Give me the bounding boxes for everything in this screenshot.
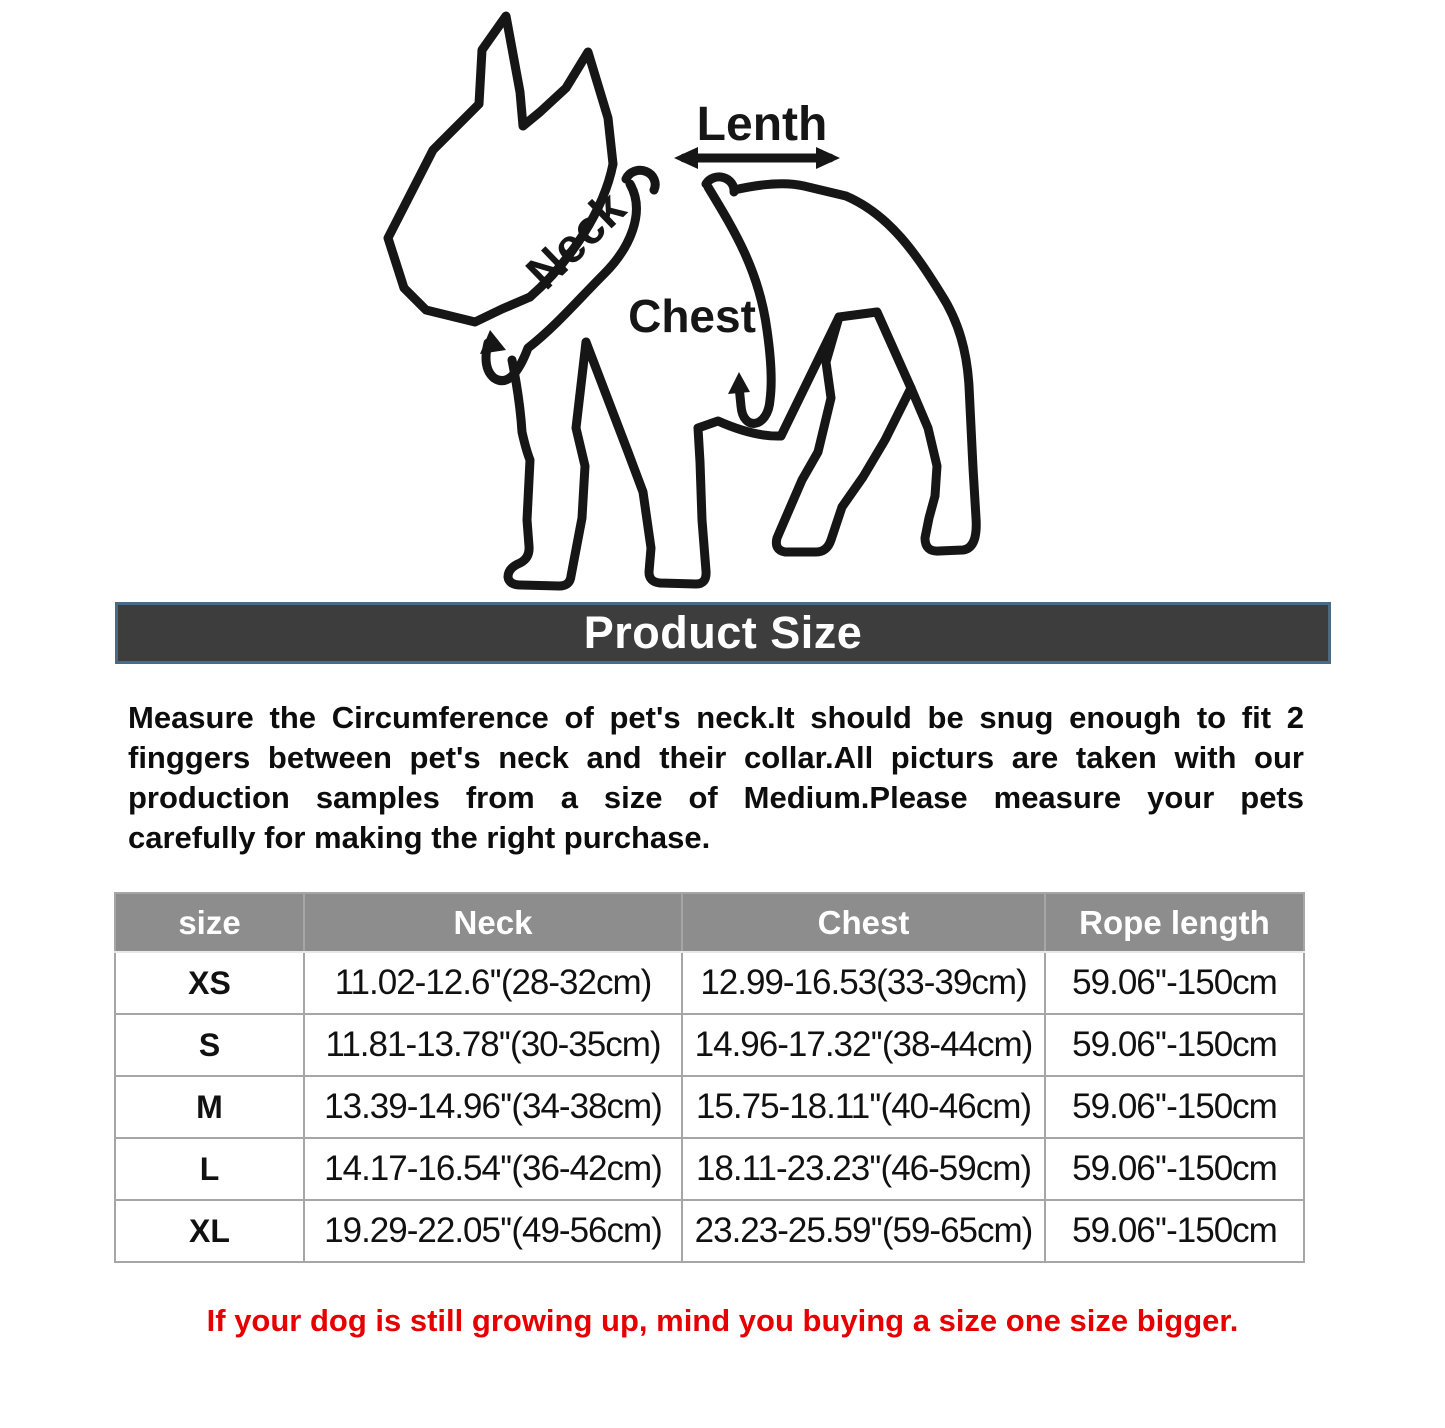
dog-outline-drawing: Lenth Neck Chest	[383, 11, 981, 591]
sizing-warning-note: If your dog is still growing up, mind yo…	[0, 1303, 1445, 1339]
instructions-line: Measure the Circumference of pet's neck.…	[128, 700, 1304, 735]
collar-lower-edge	[481, 179, 641, 386]
table-row: XS 11.02-12.6''(28-32cm) 12.99-16.53(33-…	[114, 951, 1305, 1015]
measuring-instructions: Measure the Circumference of pet's neck.…	[128, 698, 1304, 858]
neck-value: 13.39-14.96''(34-38cm)	[303, 1075, 683, 1139]
rope-length-value: 59.06''-150cm	[1044, 1013, 1305, 1077]
instructions-line: production samples from a size of Medium…	[128, 780, 1304, 815]
header-size: size	[114, 892, 305, 953]
chest-measure-line	[703, 182, 776, 428]
dog-head-outline	[383, 11, 618, 327]
neck-value: 11.02-12.6''(28-32cm)	[303, 951, 683, 1015]
length-arrowhead-left	[674, 147, 698, 169]
chest-value: 14.96-17.32''(38-44cm)	[681, 1013, 1046, 1077]
size-value: XL	[114, 1199, 305, 1263]
chest-arrowhead	[728, 372, 750, 394]
size-value: XS	[114, 951, 305, 1015]
dog-body-underline	[503, 307, 916, 591]
dog-measurement-diagram: Lenth Neck Chest	[380, 0, 1030, 600]
length-label: Lenth	[697, 98, 828, 151]
header-rope-length: Rope length	[1044, 892, 1305, 953]
rope-length-value: 59.06''-150cm	[1044, 1075, 1305, 1139]
table-row: XL 19.29-22.05''(49-56cm) 23.23-25.59''(…	[114, 1199, 1305, 1263]
size-value: S	[114, 1013, 305, 1077]
product-size-title: Product Size	[583, 607, 863, 658]
instructions-line: carefully for making the right purchase.	[128, 820, 711, 855]
chest-value: 12.99-16.53(33-39cm)	[681, 951, 1046, 1015]
instructions-line: finggers between pet's neck and their co…	[128, 740, 1304, 775]
header-neck: Neck	[303, 892, 683, 953]
neck-label: Neck	[517, 182, 637, 300]
chest-value: 18.11-23.23''(46-59cm)	[681, 1137, 1046, 1201]
length-arrowhead-right	[816, 147, 840, 169]
size-chart-table: size Neck Chest Rope length XS 11.02-12.…	[114, 892, 1305, 1263]
chest-label: Chest	[628, 290, 756, 342]
sizing-warning-text: If your dog is still growing up, mind yo…	[206, 1303, 1239, 1338]
neck-arrowhead	[480, 330, 506, 354]
size-value: M	[114, 1075, 305, 1139]
table-row: M 13.39-14.96''(34-38cm) 15.75-18.11''(4…	[114, 1075, 1305, 1139]
neck-value: 19.29-22.05''(49-56cm)	[303, 1199, 683, 1263]
chest-value: 23.23-25.59''(59-65cm)	[681, 1199, 1046, 1263]
header-chest: Chest	[681, 892, 1046, 953]
table-row: S 11.81-13.78''(30-35cm) 14.96-17.32''(3…	[114, 1013, 1305, 1077]
product-size-banner: Product Size	[115, 602, 1331, 664]
table-row: L 14.17-16.54''(36-42cm) 18.11-23.23''(4…	[114, 1137, 1305, 1201]
neck-value: 14.17-16.54''(36-42cm)	[303, 1137, 683, 1201]
rope-length-value: 59.06''-150cm	[1044, 1137, 1305, 1201]
rope-length-value: 59.06''-150cm	[1044, 951, 1305, 1015]
collar-upper-edge	[525, 159, 618, 302]
neck-value: 11.81-13.78''(30-35cm)	[303, 1013, 683, 1077]
collar-loop-bump	[621, 165, 660, 195]
rope-length-value: 59.06''-150cm	[1044, 1199, 1305, 1263]
dog-back-hindquarters	[729, 179, 981, 557]
table-header-row: size Neck Chest Rope length	[114, 892, 1305, 953]
size-value: L	[114, 1137, 305, 1201]
chest-value: 15.75-18.11''(40-46cm)	[681, 1075, 1046, 1139]
